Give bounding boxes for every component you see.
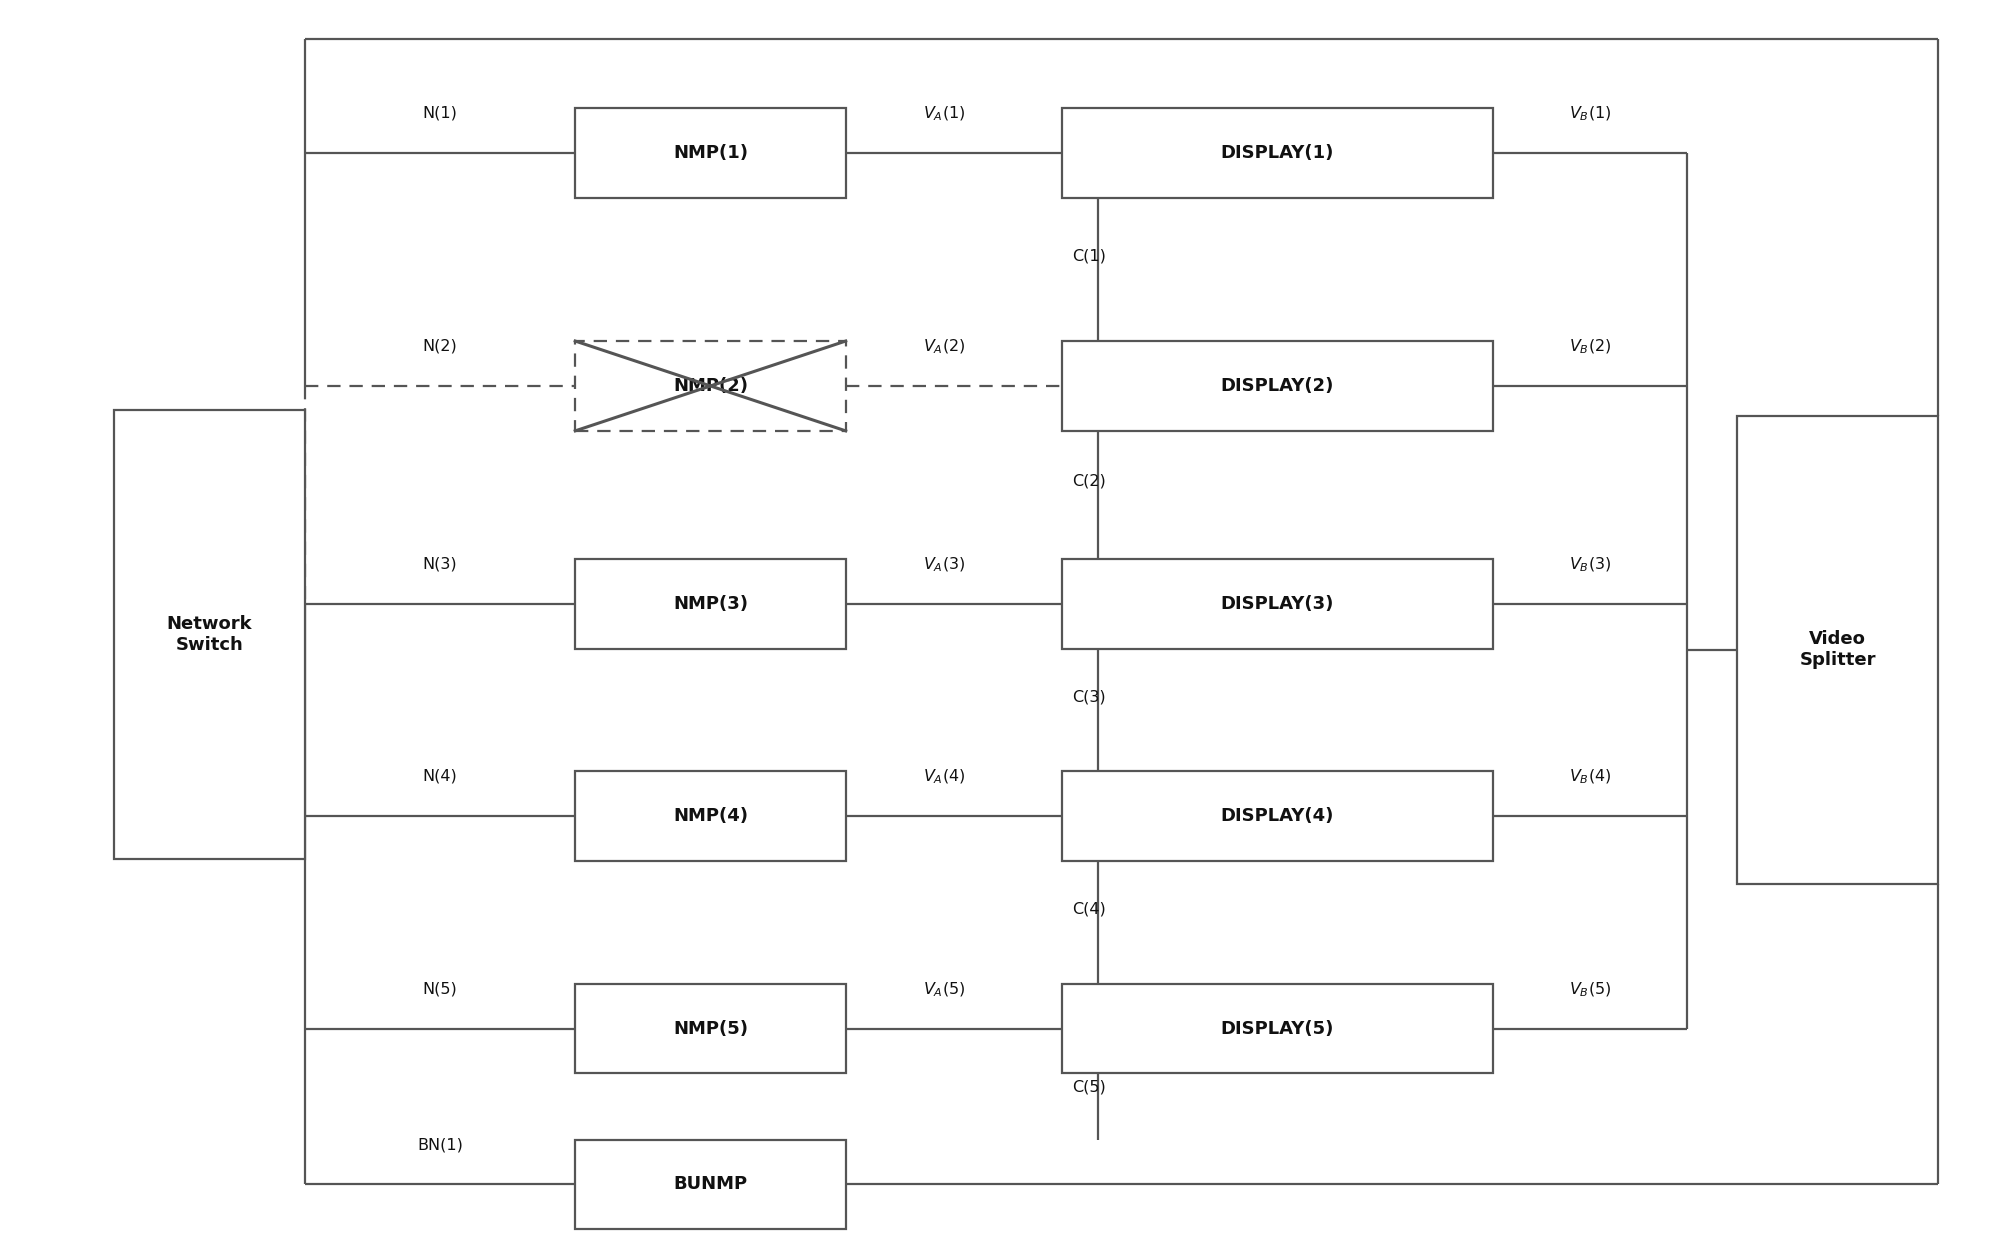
Text: $V_A$(2): $V_A$(2) — [924, 338, 966, 355]
Text: Network
Switch: Network Switch — [167, 615, 252, 653]
Bar — [575, 983, 845, 1074]
Bar — [575, 559, 845, 649]
Text: NMP(4): NMP(4) — [672, 808, 748, 825]
Bar — [575, 342, 845, 431]
Bar — [1062, 771, 1493, 862]
Text: C(4): C(4) — [1072, 902, 1107, 916]
Bar — [1062, 983, 1493, 1074]
Bar — [115, 409, 304, 859]
Text: N(5): N(5) — [423, 981, 457, 996]
Text: DISPLAY(1): DISPLAY(1) — [1221, 143, 1334, 162]
Text: C(2): C(2) — [1072, 474, 1107, 489]
Text: $V_A$(3): $V_A$(3) — [924, 556, 966, 574]
Bar — [575, 108, 845, 197]
Text: $V_B$(5): $V_B$(5) — [1569, 980, 1612, 999]
Text: N(4): N(4) — [423, 769, 457, 784]
Bar — [1062, 108, 1493, 197]
Bar — [575, 771, 845, 862]
Text: $V_A$(5): $V_A$(5) — [924, 980, 966, 999]
Text: BN(1): BN(1) — [416, 1137, 463, 1152]
Text: $V_B$(2): $V_B$(2) — [1569, 338, 1612, 355]
Bar — [1062, 342, 1493, 431]
Text: NMP(3): NMP(3) — [672, 595, 748, 613]
Text: N(3): N(3) — [423, 556, 457, 571]
Bar — [1736, 416, 1938, 884]
Text: $V_B$(3): $V_B$(3) — [1569, 556, 1612, 574]
Text: C(1): C(1) — [1072, 247, 1107, 263]
Text: DISPLAY(3): DISPLAY(3) — [1221, 595, 1334, 613]
Text: NMP(1): NMP(1) — [672, 143, 748, 162]
Text: NMP(5): NMP(5) — [672, 1020, 748, 1037]
Text: $V_A$(1): $V_A$(1) — [924, 104, 966, 123]
Text: N(1): N(1) — [423, 106, 457, 121]
Text: BUNMP: BUNMP — [674, 1176, 748, 1193]
Text: C(3): C(3) — [1072, 690, 1107, 705]
Bar — [1062, 559, 1493, 649]
Text: DISPLAY(4): DISPLAY(4) — [1221, 808, 1334, 825]
Text: Video
Splitter: Video Splitter — [1799, 631, 1875, 669]
Text: $V_B$(1): $V_B$(1) — [1569, 104, 1612, 123]
Text: N(2): N(2) — [423, 339, 457, 353]
Text: DISPLAY(5): DISPLAY(5) — [1221, 1020, 1334, 1037]
Text: C(5): C(5) — [1072, 1080, 1107, 1095]
Text: NMP(2): NMP(2) — [672, 377, 748, 394]
Text: $V_B$(4): $V_B$(4) — [1569, 769, 1612, 786]
Text: DISPLAY(2): DISPLAY(2) — [1221, 377, 1334, 394]
Bar — [575, 1139, 845, 1230]
Text: $V_A$(4): $V_A$(4) — [924, 769, 966, 786]
